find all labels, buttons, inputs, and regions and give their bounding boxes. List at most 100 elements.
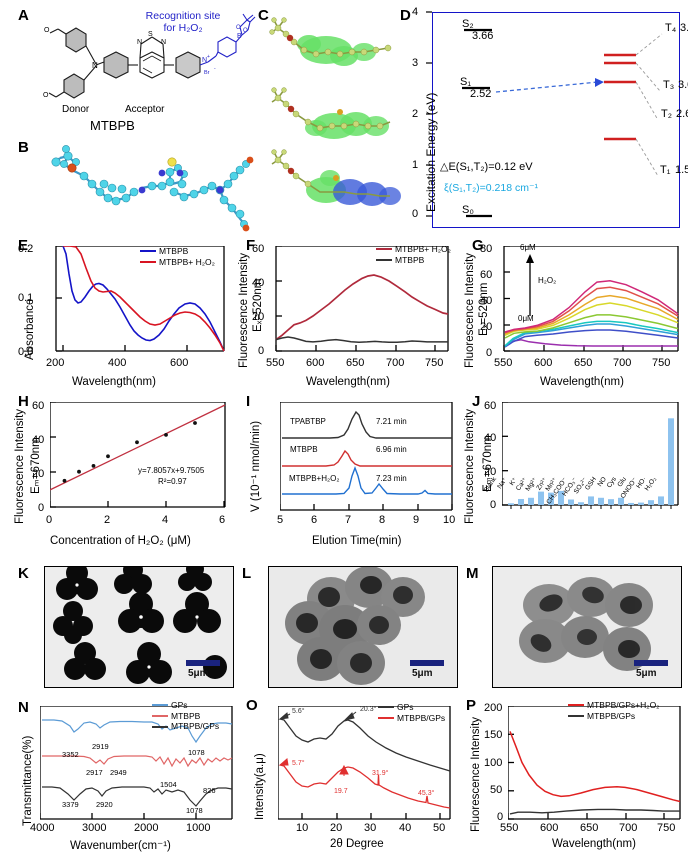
legend-label-o-gps: GPs <box>397 702 414 712</box>
panel-N-annot-2919: 2919 <box>92 742 109 751</box>
panel-label-P: P <box>466 697 477 714</box>
panel-D-T3-name: T₃ <box>663 79 675 91</box>
panel-E-xtick-600: 600 <box>170 357 189 369</box>
donor-label: Donor <box>62 104 90 115</box>
panel-O-plot-svg <box>278 706 451 820</box>
panel-label-L: L <box>242 565 252 582</box>
panel-N-xtick-1000: 1000 <box>186 822 211 834</box>
panel-I-xtick-6: 6 <box>311 514 318 526</box>
panel-O-xtick-40: 40 <box>399 822 412 834</box>
panel-D-T1-name: T₁ <box>660 164 671 176</box>
panel-I-trace-1-time: 6.96 min <box>376 445 407 454</box>
panel-O-xtick-10: 10 <box>296 822 309 834</box>
panel-I-trace-0-time: 7.21 min <box>376 417 407 426</box>
panel-N-annot-1078-comp: 1078 <box>186 806 203 815</box>
legend-label-gps: GPs <box>171 700 188 710</box>
panel-O-ylabel: Intensity(a.μ) <box>254 753 266 820</box>
panel-D-T2-value: 2.64 <box>676 108 688 120</box>
panel-P-ytick-150: 150 <box>484 729 503 741</box>
panel-E-xlabel: Wavelength(nm) <box>72 376 156 388</box>
panel-J-bar-14 <box>648 500 654 505</box>
frontier-orbital-svg <box>269 17 401 206</box>
panel-N-annot-1078-gps: 1078 <box>188 748 205 757</box>
panel-I-xlabel: Elution Time(min) <box>312 535 402 547</box>
panel-N-annot-2917: 2917 <box>86 768 103 777</box>
panel-O-annot-20.3: 20.3° <box>360 706 377 713</box>
panel-G-ytick-40: 40 <box>480 295 493 307</box>
panel-N-annot-2920: 2920 <box>96 800 113 809</box>
panel-E-ytick-0.2: 0.2 <box>18 243 34 255</box>
panel-P-ytick-200: 200 <box>484 702 503 714</box>
panel-label-I: I <box>246 393 251 410</box>
panel-label-N: N <box>18 699 29 716</box>
panel-H-equation: y=7.8057x+9.7505 <box>138 466 205 475</box>
panel-N-legend-item-1: MTBPB <box>152 711 219 722</box>
panel-F-xtick-550: 550 <box>266 357 285 369</box>
panel-J-bar-5 <box>558 490 564 505</box>
panel-label-C: C <box>258 7 269 24</box>
panel-N-xtick-3000: 3000 <box>82 822 107 834</box>
svg-text:S: S <box>148 31 153 38</box>
panel-F-plot-svg <box>275 246 449 352</box>
svg-text:N: N <box>137 39 142 46</box>
legend-label-f-0: MTBPB+ H₂O₂ <box>395 244 451 254</box>
panel-P-ylabel: Fluorescence Intensity <box>470 716 482 832</box>
panel-D-ytick-1: 1 <box>412 159 419 171</box>
panel-F-legend-item-1: MTBPB <box>376 255 451 266</box>
panel-O-annot-19.7: 19.7 <box>334 788 348 795</box>
panel-H-ylabel-top: Fluorescence Intensity <box>14 408 26 524</box>
panel-I-xtick-10: 10 <box>443 514 456 526</box>
panel-P-xtick-650: 650 <box>580 822 599 834</box>
panel-H-xtick-2: 2 <box>104 514 111 526</box>
panel-A-structure: N N N S O O N + Br - B O O <box>28 6 256 134</box>
panel-O-xlabel: 2θ Degree <box>330 838 384 850</box>
panel-N-xtick-2000: 2000 <box>134 822 159 834</box>
svg-text:O: O <box>44 27 50 34</box>
panel-H-ytick-40: 40 <box>32 434 45 446</box>
panel-label-H: H <box>18 393 29 410</box>
panel-G-xtick-650: 650 <box>574 357 593 369</box>
panel-K-tem-image <box>44 566 234 688</box>
panel-E-ytick-0.1: 0.1 <box>18 292 34 304</box>
panel-H-xlabel: Concentration of H₂O₂ (μM) <box>50 535 191 547</box>
panel-I-plot-svg <box>280 402 453 511</box>
panel-D-ytick-4: 4 <box>412 6 419 18</box>
legend-label-mtbpb: MTBPB <box>159 246 189 256</box>
panel-D-S2-value: 3.66 <box>472 30 494 42</box>
legend-swatch-o-comp <box>378 716 394 719</box>
svg-text:-: - <box>214 66 216 72</box>
panel-P-plot-svg <box>508 706 681 820</box>
panel-F-xtick-750: 750 <box>425 357 444 369</box>
panel-E-xtick-200: 200 <box>46 357 65 369</box>
panel-J-ytick-20: 20 <box>484 466 497 478</box>
panel-J-ytick-0: 0 <box>490 499 497 511</box>
panel-G-xtick-750: 750 <box>652 357 671 369</box>
panel-D-T3-value: 3.06 <box>678 79 688 91</box>
panel-D-ytick-0: 0 <box>412 208 419 220</box>
panel-I-xtick-9: 9 <box>413 514 420 526</box>
panel-D-T4-name: T₄ <box>665 22 677 34</box>
panel-J-ytick-60: 60 <box>484 400 497 412</box>
recognition-line2: for H₂O₂ <box>163 22 203 35</box>
panel-I-xtick-7: 7 <box>345 514 352 526</box>
ball-stick-model-svg <box>51 145 254 232</box>
tem-l-svg <box>269 567 457 687</box>
panel-G-arrow-top-label: 6μM <box>520 243 536 252</box>
panel-P-legend: MTBPB/GPs+H₂O₂ MTBPB/GPs <box>568 700 660 721</box>
acceptor-label: Acceptor <box>125 104 165 115</box>
panel-F-ytick-0: 0 <box>258 345 265 357</box>
panel-J-bar-7 <box>578 502 584 505</box>
legend-swatch-o-gps <box>378 706 394 709</box>
panel-O-xtick-50: 50 <box>433 822 446 834</box>
panel-J-bar-12 <box>628 502 634 505</box>
panel-N-annot-3352: 3352 <box>62 750 79 759</box>
panel-D-S1-value: 2.52 <box>470 88 492 100</box>
legend-label-o-comp: MTBPB/GPs <box>397 712 446 723</box>
panel-E-plot-svg <box>55 246 225 352</box>
panel-I-xtick-8: 8 <box>379 514 386 526</box>
legend-swatch-p-0 <box>568 704 584 707</box>
panel-J-bar-2 <box>528 497 534 505</box>
panel-G-plot-svg <box>503 246 679 352</box>
panel-O-xtick-30: 30 <box>364 822 377 834</box>
panel-L-scale-text: 5μm <box>412 668 433 679</box>
